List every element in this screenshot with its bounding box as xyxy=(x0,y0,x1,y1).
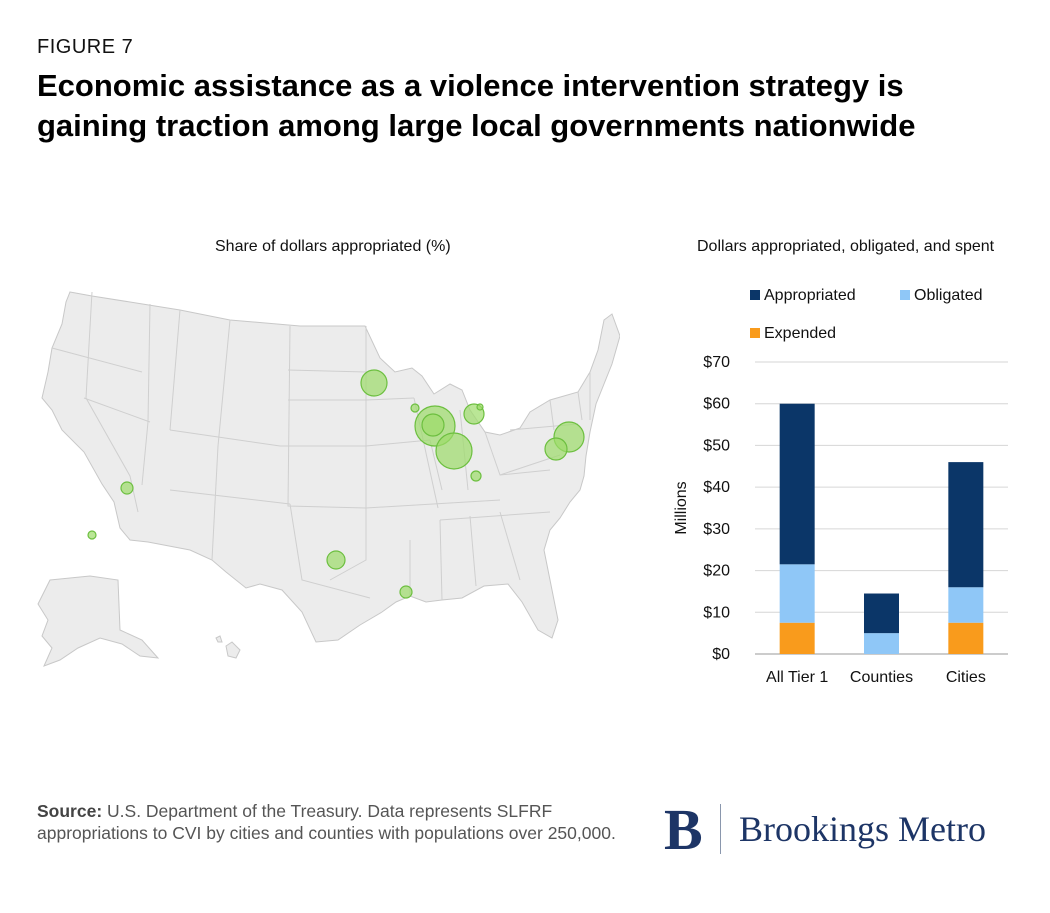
y-tick-label: $70 xyxy=(703,354,730,371)
figure-title: Economic assistance as a violence interv… xyxy=(37,68,916,143)
y-tick-label: $50 xyxy=(703,437,730,454)
map-bubble xyxy=(326,550,346,570)
map-bubble xyxy=(421,413,445,437)
contiguous-us-shape xyxy=(41,291,620,643)
bar-segment xyxy=(779,403,815,565)
figure-label: FIGURE 7 xyxy=(37,36,134,58)
legend-swatch xyxy=(900,290,910,300)
y-tick-label: $20 xyxy=(703,563,730,580)
stacked-bar-chart: Appropriated Obligated Expended $0 $10 $20 $30… xyxy=(673,287,1008,686)
legend-swatch xyxy=(750,290,760,300)
alaska-shape xyxy=(37,575,160,667)
map-bubble xyxy=(399,585,413,599)
bar-segment xyxy=(948,587,984,623)
map-bubble xyxy=(87,530,97,540)
us-map xyxy=(37,291,620,667)
logo-divider xyxy=(720,804,721,854)
legend-label: Appropriated xyxy=(764,287,856,304)
y-axis-label: Millions xyxy=(673,481,690,534)
y-tick-label: $40 xyxy=(703,479,730,496)
map-bubbles xyxy=(87,369,585,599)
map-land xyxy=(37,291,620,667)
y-tick-label: $30 xyxy=(703,521,730,538)
x-tick-label: All Tier 1 xyxy=(766,669,828,686)
logo-mark: B xyxy=(664,797,703,862)
source-note: Source: U.S. Department of the Treasury.… xyxy=(37,800,617,844)
logo-text: Brookings Metro xyxy=(739,809,986,849)
map-bubble xyxy=(476,403,484,411)
map-bubble xyxy=(470,470,482,482)
map-bubble xyxy=(435,432,473,470)
x-tick-label: Counties xyxy=(850,669,913,686)
map-bubble xyxy=(360,369,388,397)
hawaii-shape xyxy=(215,635,241,659)
bar-segment xyxy=(948,622,984,654)
x-tick-label: Cities xyxy=(946,669,986,686)
y-tick-label: $10 xyxy=(703,604,730,621)
bar-segment xyxy=(779,622,815,654)
source-label: Source: xyxy=(37,801,103,821)
legend-label: Expended xyxy=(764,325,836,342)
legend-label: Obligated xyxy=(914,287,983,304)
bar-segment xyxy=(948,462,984,588)
map-bubble xyxy=(120,481,134,495)
map-bubble xyxy=(410,403,420,413)
map-bubble xyxy=(544,437,568,461)
legend-swatch xyxy=(750,328,760,338)
bar-segment xyxy=(864,633,899,654)
y-tick-label: $60 xyxy=(703,396,730,413)
source-text: U.S. Department of the Treasury. Data re… xyxy=(37,801,616,843)
bar-segment xyxy=(864,593,899,634)
map-subtitle: Share of dollars appropriated (%) xyxy=(215,238,451,255)
bar-segment xyxy=(779,564,815,623)
y-tick-label: $0 xyxy=(712,646,730,663)
bar-chart-title: Dollars appropriated, obligated, and spe… xyxy=(697,238,995,255)
